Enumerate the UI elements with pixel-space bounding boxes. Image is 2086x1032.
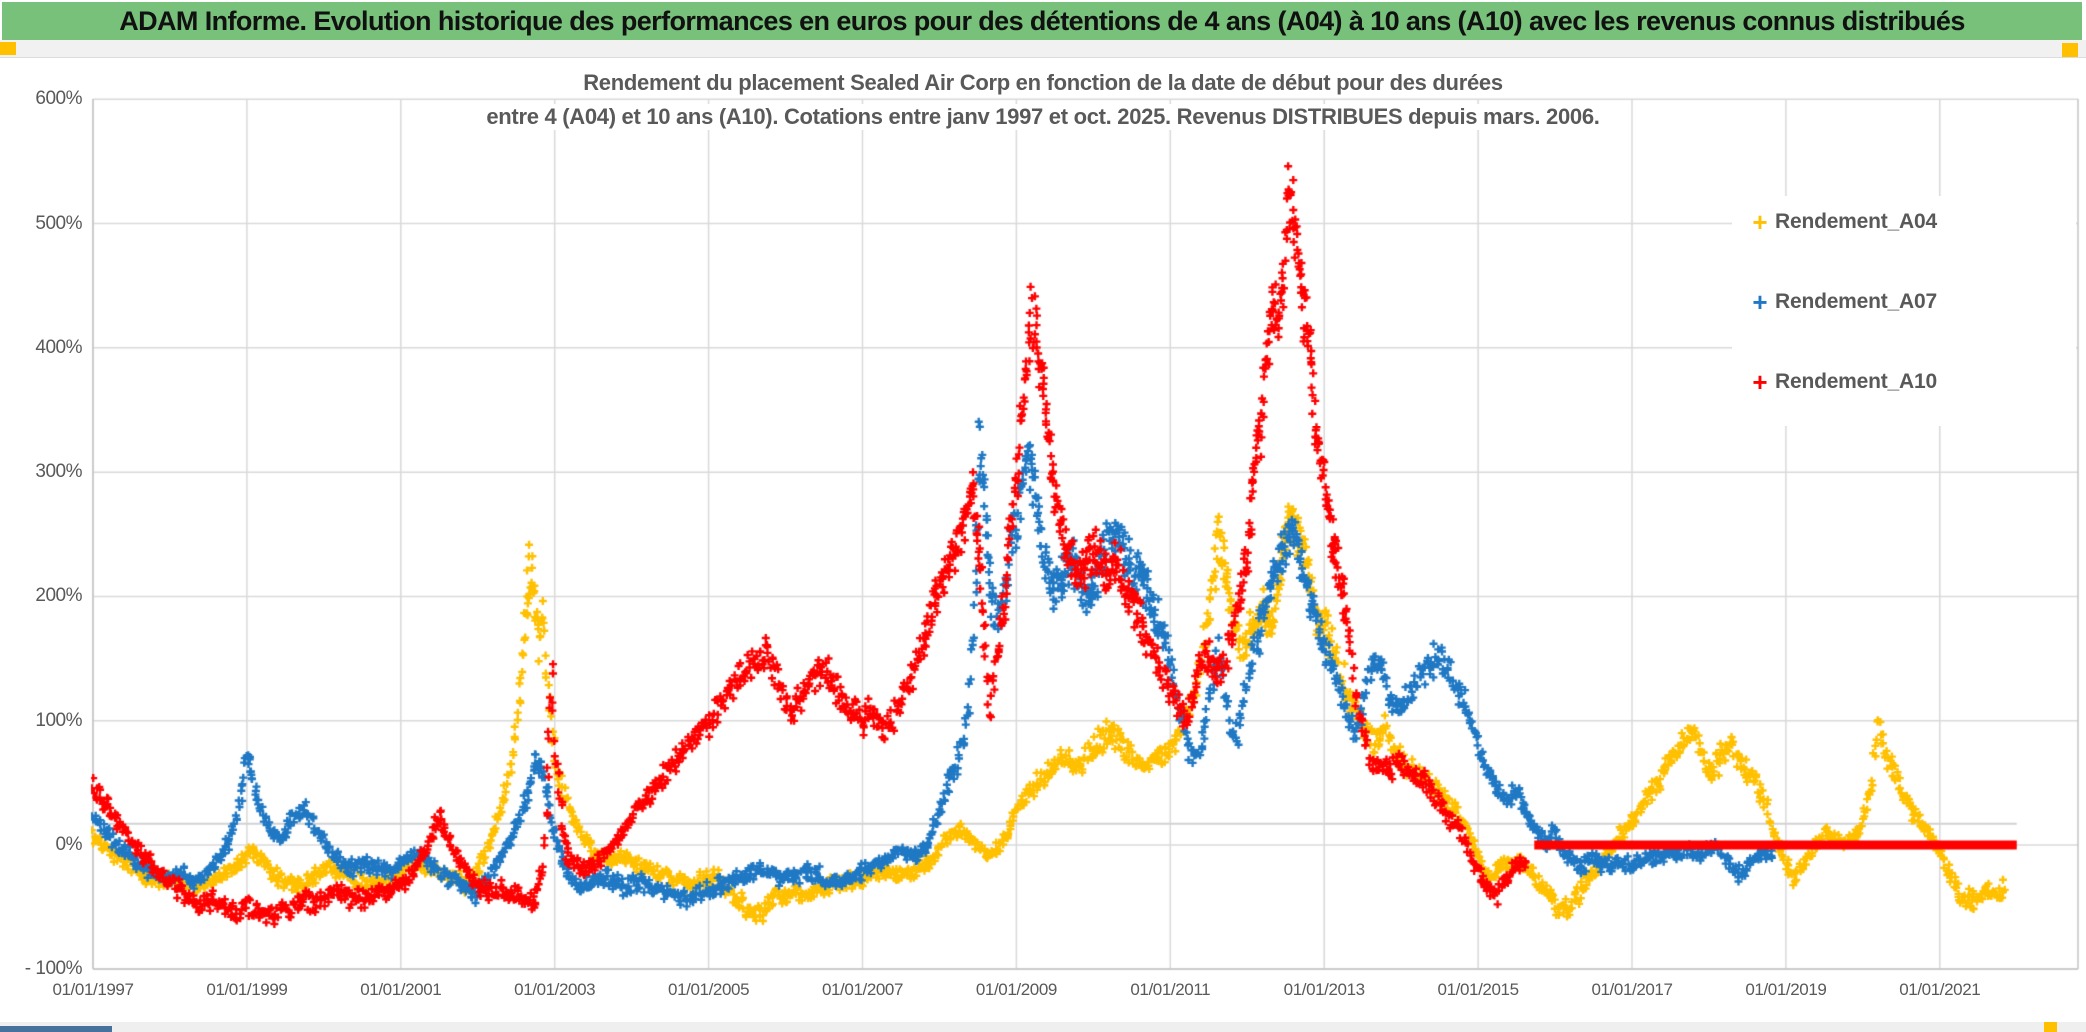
x-tick-label: 01/01/2009 xyxy=(975,980,1057,999)
y-tick-label: 100% xyxy=(35,709,82,731)
legend-label: Rendement_A04 xyxy=(1775,210,1937,233)
x-tick-label: 01/01/2011 xyxy=(1130,980,1211,999)
y-tick-label: 300% xyxy=(35,461,82,483)
x-tick-label: 01/01/2001 xyxy=(360,980,442,999)
legend-label: Rendement_A10 xyxy=(1775,370,1937,393)
legend-item-a07: + Rendement_A07 xyxy=(1745,284,1937,320)
y-tick-label: 0% xyxy=(55,834,83,855)
y-tick-label: 600% xyxy=(35,88,82,110)
y-tick-label: 200% xyxy=(35,585,82,607)
x-tick-label: 01/01/2007 xyxy=(821,980,904,999)
legend-item-a04: + Rendement_A04 xyxy=(1745,204,1937,240)
y-tick-label: 400% xyxy=(35,336,82,358)
x-tick-label: 01/01/2003 xyxy=(514,980,596,999)
x-tick-label: 01/01/2015 xyxy=(1437,980,1519,999)
x-tick-label: 01/01/2017 xyxy=(1591,980,1673,999)
x-tick-label: 01/01/2005 xyxy=(668,980,750,999)
plus-marker-icon: + xyxy=(1752,207,1768,237)
legend-item-a10: + Rendement_A10 xyxy=(1745,364,1937,400)
plus-marker-icon: + xyxy=(1752,367,1768,397)
x-tick-label: 01/01/2019 xyxy=(1745,980,1827,999)
x-tick-label: 01/01/1997 xyxy=(52,980,134,999)
x-tick-label: 01/01/2021 xyxy=(1899,980,1981,999)
legend-background xyxy=(1732,196,2076,426)
y-tick-label: 500% xyxy=(35,212,82,234)
y-tick-label: - 100% xyxy=(24,958,83,980)
x-tick-label: 01/01/1999 xyxy=(206,980,288,999)
plus-marker-icon: + xyxy=(1752,287,1768,317)
x-tick-label: 01/01/2013 xyxy=(1283,980,1365,999)
legend-label: Rendement_A07 xyxy=(1775,290,1937,313)
